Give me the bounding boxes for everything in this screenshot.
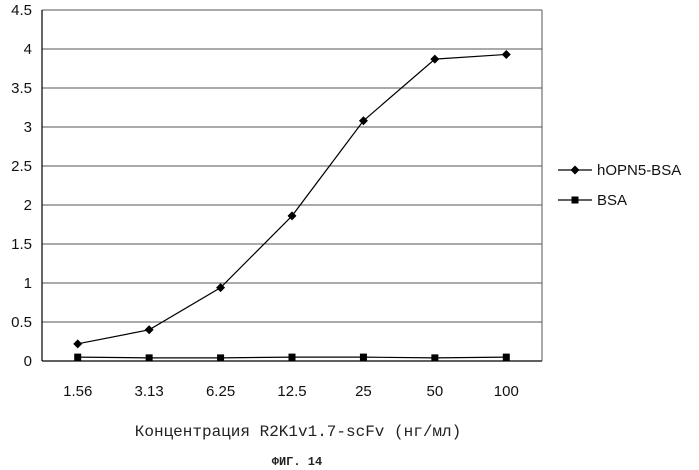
data-point-bsa [217,354,224,361]
series-line-hopn5-bsa [78,54,507,343]
x-tick-labels: 1.56 3.13 6.25 12.5 25 50 100 [63,383,519,400]
data-point-bsa [360,354,367,361]
y-tick-labels: 0 0.5 1 1.5 2 2.5 3 3.5 4 4.5 [11,2,32,370]
series-group [73,50,511,361]
figure-caption: ФИГ. 14 [272,455,322,469]
y-tick-label: 4 [24,41,32,58]
data-point-hopn5-bsa [73,339,82,348]
y-tick-label: 3 [24,119,32,136]
legend-marker-hopn5-bsa [571,166,580,175]
legend-marker-bsa [572,197,579,204]
data-point-hopn5-bsa [502,50,511,59]
x-tick-label: 50 [427,383,444,400]
x-tick-label: 3.13 [135,383,164,400]
legend-label-hopn5-bsa: hOPN5-BSA [597,162,681,179]
x-tick-label: 100 [494,383,519,400]
axes [42,10,542,361]
legend-label-bsa: BSA [597,192,627,209]
x-axis-label: Концентрация R2K1v1.7-scFv (нг/мл) [135,423,461,441]
x-tick-label: 6.25 [206,383,235,400]
data-point-bsa [289,354,296,361]
data-point-bsa [74,354,81,361]
y-tick-label: 2 [24,197,32,214]
data-point-bsa [503,354,510,361]
x-tick-label: 12.5 [277,383,306,400]
y-tick-label: 1.5 [11,236,32,253]
y-tick-label: 4.5 [11,2,32,19]
y-tick-label: 0 [24,353,32,370]
y-tick-label: 0.5 [11,314,32,331]
legend: hOPN5-BSA BSA [558,162,681,209]
data-point-bsa [146,354,153,361]
x-tick-label: 1.56 [63,383,92,400]
data-point-hopn5-bsa [145,325,154,334]
y-tick-label: 1 [24,275,32,292]
y-tick-label: 3.5 [11,80,32,97]
x-tick-label: 25 [355,383,372,400]
y-tick-label: 2.5 [11,158,32,175]
data-point-bsa [431,354,438,361]
